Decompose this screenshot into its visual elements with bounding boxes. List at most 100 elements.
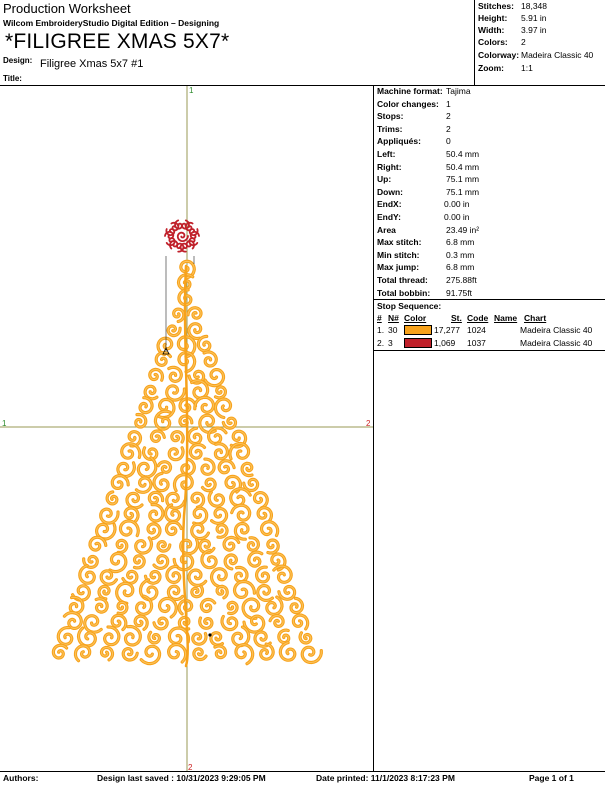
ornament-swirl <box>174 219 183 230</box>
col-name: Name <box>494 313 518 323</box>
filigree-swirl-highlight <box>95 598 108 613</box>
filigree-swirl-highlight <box>166 492 186 509</box>
design-value: Filigree Xmas 5x7 #1 <box>40 58 144 70</box>
filigree-swirl-highlight <box>164 504 181 522</box>
machine-value: 0.3 mm <box>446 249 475 260</box>
machine-value: Tajima <box>446 86 471 96</box>
col-n: N# <box>388 313 399 323</box>
filigree-swirl-highlight <box>241 462 253 477</box>
filigree-swirl-highlight <box>142 447 158 460</box>
ornament-swirl <box>179 242 188 253</box>
filigree-swirl-highlight <box>72 585 90 601</box>
filigree-swirl-highlight <box>144 570 161 584</box>
machine-value: 1 <box>446 98 451 109</box>
stop-sequence-header: # N# Color St. Code Name Chart <box>377 313 605 325</box>
filigree-swirl-highlight <box>187 307 202 319</box>
filigree-swirl-highlight <box>171 431 184 443</box>
filigree-swirl-highlight <box>140 645 161 665</box>
machine-value: 6.8 mm <box>446 262 475 273</box>
filigree-swirl-highlight <box>203 351 217 367</box>
filigree-swirl-highlight <box>168 627 190 644</box>
filigree-swirl-highlight <box>98 585 110 600</box>
machine-label: Stops: <box>377 111 404 122</box>
machine-value: 2 <box>446 111 451 122</box>
filigree-swirl-highlight <box>122 570 138 584</box>
machine-label: Total bobbin: <box>377 287 431 298</box>
filigree-swirl-highlight <box>173 474 193 492</box>
filigree-swirl-highlight <box>148 631 160 644</box>
filigree-swirl-highlight <box>135 477 152 493</box>
machine-label: Machine format: <box>377 86 443 96</box>
filigree-swirl-highlight <box>84 615 102 633</box>
tree-embroidery <box>51 259 323 668</box>
filigree-swirl-highlight <box>158 597 177 618</box>
machine-value: 91.75ft <box>446 287 472 298</box>
filigree-swirl-highlight <box>243 615 265 633</box>
filigree-swirl-highlight <box>157 461 172 473</box>
filigree-swirl-highlight <box>100 646 114 661</box>
footer-last-saved: Design last saved : 10/31/2023 9:29:05 P… <box>97 773 266 783</box>
filigree-swirl-highlight <box>214 645 227 659</box>
stat-label: Zoom: <box>478 63 504 73</box>
filigree-swirl-highlight <box>191 492 205 508</box>
filigree-swirl-highlight <box>267 539 279 554</box>
filigree-swirl-highlight <box>124 507 139 523</box>
filigree-swirl-highlight <box>247 537 259 551</box>
filigree-swirl-highlight <box>180 539 199 555</box>
filigree-swirl-highlight <box>137 457 157 478</box>
filigree-swirl-highlight <box>271 553 286 571</box>
stop-sequence-row: 1. 30 17,277 1024 Madeira Classic 40 <box>377 325 605 337</box>
col-st: St. <box>451 313 462 323</box>
ornament-swirl <box>181 219 190 230</box>
filigree-swirl-highlight <box>224 554 237 570</box>
filigree-swirl-highlight <box>257 507 272 522</box>
filigree-swirl-highlight <box>149 504 164 522</box>
filigree-swirl-highlight <box>111 614 127 631</box>
ornament-swirl <box>164 230 175 240</box>
filigree-swirl-highlight <box>192 632 207 645</box>
filigree-swirl-highlight <box>135 537 153 554</box>
axis-label-right: 2 <box>366 419 371 428</box>
row-number: 1. <box>377 325 385 335</box>
thread-color-swatch <box>404 338 432 348</box>
machine-label: Color changes: <box>377 98 439 109</box>
machine-value: 50.4 mm <box>446 149 480 159</box>
filigree-swirl-highlight <box>290 597 304 614</box>
end-marker-icon <box>208 633 212 637</box>
machine-value: 6.8 mm <box>446 237 475 248</box>
filigree-swirl-highlight <box>116 539 128 554</box>
filigree-swirl-highlight <box>231 504 251 521</box>
filigree-swirl-highlight <box>222 417 237 429</box>
filigree-swirl-highlight <box>133 555 145 569</box>
filigree-swirl-highlight <box>223 536 240 551</box>
filigree-swirl-highlight <box>201 478 216 492</box>
filigree-swirl-highlight <box>63 611 82 629</box>
footer-page-number: Page 1 of 1 <box>529 773 574 783</box>
stop-sequence-row: 2. 3 1,069 1037 Madeira Classic 40 <box>377 338 605 350</box>
filigree-swirl-highlight <box>100 570 117 585</box>
machine-label: Total thread: <box>377 275 428 285</box>
filigree-swirl-highlight <box>168 447 184 461</box>
filigree-swirl-highlight <box>257 585 273 601</box>
filigree-swirl-highlight <box>168 643 187 663</box>
machine-label: Max jump: <box>377 262 420 273</box>
stop-sequence-title: Stop Sequence: <box>377 301 442 311</box>
filigree-swirl-highlight <box>211 508 228 524</box>
filigree-swirl-highlight <box>116 582 134 604</box>
filigree-swirl-highlight <box>235 566 248 583</box>
filigree-swirl-highlight <box>218 460 235 474</box>
machine-label: Right: <box>377 161 402 172</box>
filigree-swirl-highlight <box>279 642 296 661</box>
filigree-swirl-highlight <box>180 260 195 279</box>
filigree-swirl-highlight <box>148 491 164 504</box>
filigree-swirl-highlight <box>188 569 207 586</box>
col-chart: Chart <box>524 313 547 323</box>
filigree-swirl-highlight <box>188 370 205 384</box>
start-marker-icon <box>162 347 170 355</box>
machine-label: Appliqués: <box>377 136 421 147</box>
filigree-swirl-highlight <box>260 643 274 660</box>
filigree-swirl-highlight <box>139 397 153 414</box>
filigree-swirl-highlight <box>227 601 238 615</box>
filigree-swirl-highlight <box>77 627 96 647</box>
machine-value: 0 <box>446 136 451 147</box>
